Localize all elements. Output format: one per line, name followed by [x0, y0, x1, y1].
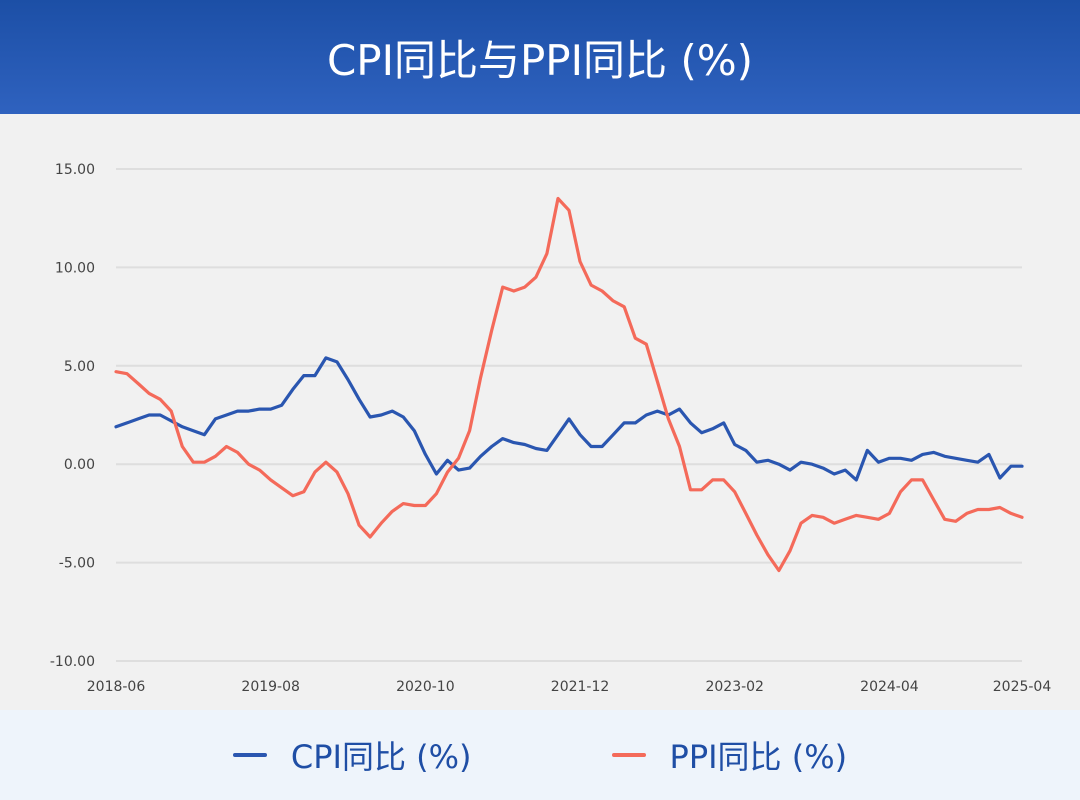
x-tick-label: 2020-10 — [396, 679, 455, 695]
x-tick-label: 2019-08 — [241, 679, 300, 695]
y-tick-labels: 15.00 10.00 5.00 0.00 -5.00 -10.00 — [50, 162, 95, 670]
x-tick-label: 2025-04 — [993, 679, 1052, 695]
legend-label-cpi: CPI同比 (%) — [290, 738, 472, 776]
x-tick-label: 2018-06 — [87, 679, 146, 695]
y-tick-label: 15.00 — [55, 162, 95, 178]
y-tick-label: 10.00 — [55, 260, 95, 276]
legend-swatch-ppi — [611, 753, 646, 757]
y-tick-label: 5.00 — [64, 359, 95, 375]
ppi-series-line — [114, 196, 1024, 573]
y-tick-label: -10.00 — [50, 654, 95, 670]
chart-title: CPI同比与PPI同比 (%) — [326, 35, 754, 85]
legend-swatch-cpi — [232, 753, 267, 757]
series-lines — [114, 196, 1024, 573]
plot-area: 15.00 10.00 5.00 0.00 -5.00 -10.00 2018-06 201… — [0, 114, 1080, 710]
legend-item-ppi[interactable]: PPI同比 (%) — [611, 732, 848, 778]
x-tick-labels: 2018-06 2019-08 2020-10 2021-12 2023-02 2024-… — [87, 679, 1052, 695]
x-tick-label: 2024-04 — [860, 679, 919, 695]
chart-header: CPI同比与PPI同比 (%) — [0, 0, 1080, 114]
cpi-series-line — [114, 356, 1024, 482]
legend-label-ppi: PPI同比 (%) — [669, 738, 848, 776]
x-tick-label: 2021-12 — [551, 679, 610, 695]
chart-legend: CPI同比 (%) PPI同比 (%) — [0, 710, 1080, 800]
grid-lines — [116, 168, 1022, 662]
y-tick-label: -5.00 — [59, 556, 95, 572]
legend-item-cpi[interactable]: CPI同比 (%) — [232, 732, 472, 778]
x-tick-label: 2023-02 — [705, 679, 764, 695]
y-tick-label: 0.00 — [64, 457, 95, 473]
